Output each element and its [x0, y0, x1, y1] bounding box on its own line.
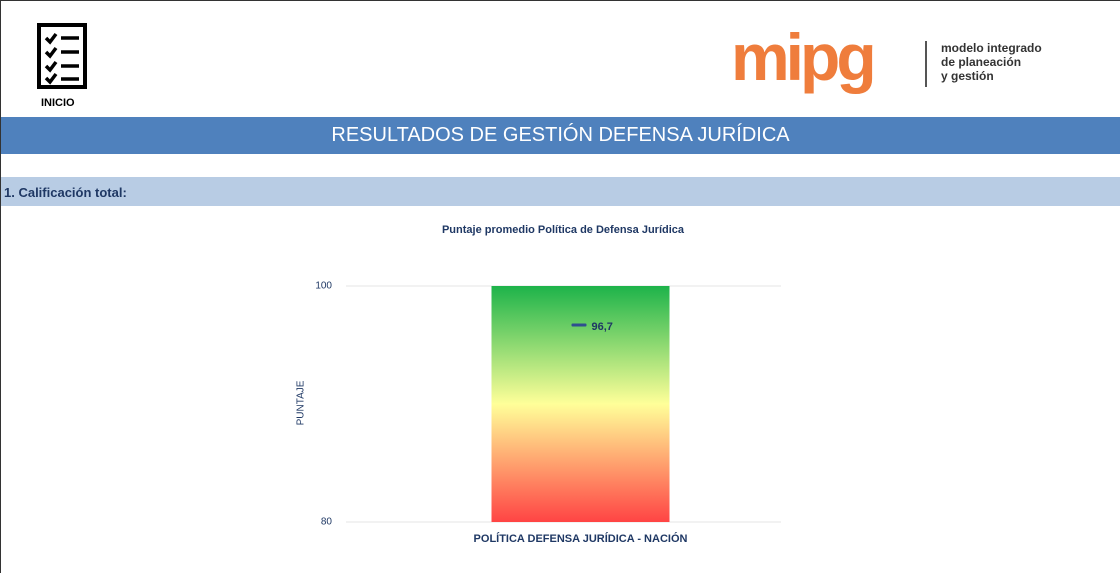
y-axis-label: PUNTAJE: [296, 380, 307, 425]
tagline-line: modelo integrado: [941, 41, 1042, 55]
home-icon[interactable]: [37, 23, 87, 89]
section-header: 1. Calificación total:: [1, 177, 1120, 206]
marker: [571, 323, 587, 327]
logo-divider: [925, 41, 927, 87]
chart-title: Puntaje promedio Política de Defensa Jur…: [442, 224, 685, 236]
range-band: [491, 286, 670, 522]
y-tick-label: 100: [315, 281, 332, 292]
logo-mark: mipg: [731, 20, 877, 94]
tagline-line: y gestión: [941, 69, 994, 83]
y-tick-label: 80: [321, 517, 333, 528]
banner: RESULTADOS DE GESTIÓN DEFENSA JURÍDICA: [1, 117, 1120, 154]
home-label[interactable]: INICIO: [41, 97, 75, 109]
tagline-line: de planeación: [941, 55, 1022, 69]
data-label: 96,7: [592, 321, 613, 333]
x-tick-label: POLÍTICA DEFENSA JURÍDICA - NACIÓN: [474, 532, 688, 545]
logo-tagline: modelo integrado de planeación y gestión: [941, 41, 1042, 83]
chart: Puntaje promedio Política de Defensa Jur…: [296, 224, 781, 545]
